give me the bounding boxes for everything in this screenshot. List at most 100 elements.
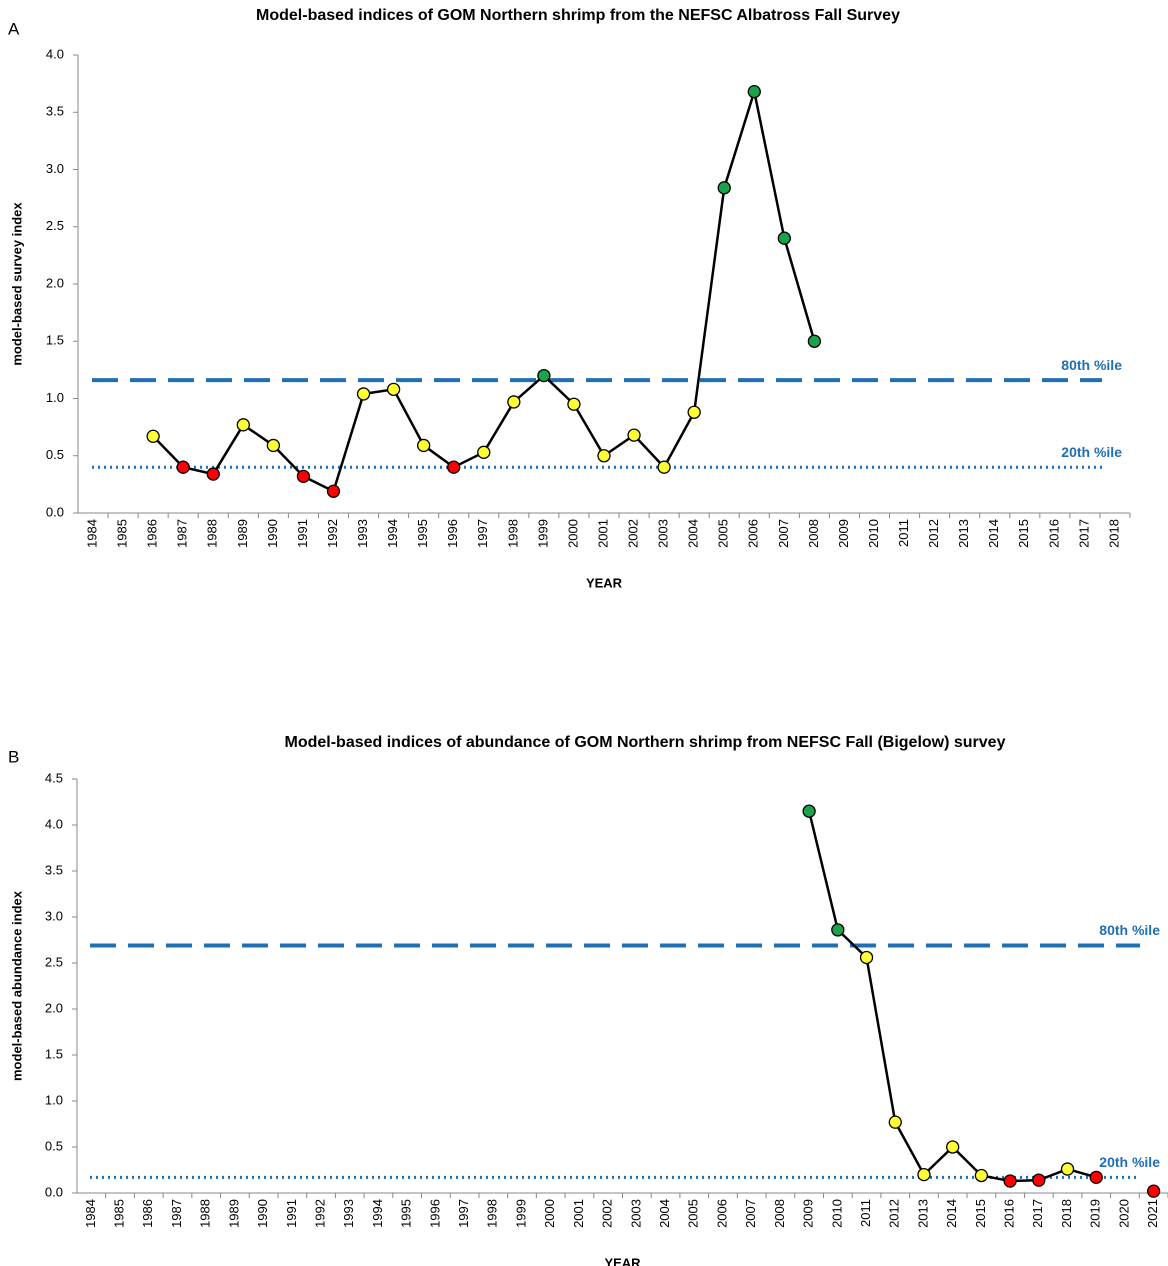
y-tick-label: 0.5 — [45, 1138, 63, 1153]
x-tick-label: 1994 — [370, 1199, 385, 1228]
x-tick-label: 1999 — [513, 1199, 528, 1228]
data-point — [657, 460, 671, 474]
reference-label: 20th %ile — [1061, 444, 1122, 460]
x-tick-label: 2012 — [887, 1199, 902, 1228]
x-tick-label: 1997 — [475, 519, 490, 548]
x-tick-label: 1990 — [255, 1199, 270, 1228]
data-point — [807, 334, 822, 348]
x-tick-label: 1996 — [427, 1199, 442, 1228]
x-tick-label: 2014 — [986, 519, 1001, 548]
x-tick-label: 2007 — [776, 519, 791, 548]
x-tick-label: 2012 — [926, 519, 941, 548]
data-point — [1089, 1170, 1103, 1185]
x-tick-label: 1987 — [169, 1199, 184, 1228]
data-point — [777, 231, 791, 245]
data-point — [447, 460, 461, 474]
data-point — [1060, 1162, 1075, 1176]
y-tick-label: 2.5 — [45, 954, 63, 969]
series-line — [807, 810, 1097, 1183]
x-tick-label: 2015 — [1016, 519, 1031, 548]
x-tick-label: 1989 — [235, 519, 250, 548]
x-tick-label: 1986 — [145, 519, 160, 548]
data-point — [567, 397, 581, 411]
x-tick-label: 1994 — [385, 519, 400, 548]
y-axis-label: model-based survey index — [9, 202, 24, 366]
panel-label: A — [8, 19, 20, 38]
data-point — [747, 84, 761, 99]
y-tick-label: 1.5 — [45, 1046, 63, 1061]
y-tick-label: 2.5 — [46, 218, 64, 233]
x-tick-label: 1997 — [456, 1199, 471, 1228]
data-point — [176, 460, 190, 474]
x-tick-label: 2009 — [836, 519, 851, 548]
x-tick-label: 1991 — [284, 1199, 299, 1228]
data-point — [356, 387, 371, 401]
x-tick-label: 2020 — [1116, 1199, 1131, 1228]
data-point — [1146, 1184, 1161, 1198]
x-tick-label: 1986 — [140, 1199, 155, 1228]
data-point — [974, 1168, 989, 1183]
x-tick-label: 1999 — [535, 519, 550, 548]
x-tick-label: 2006 — [714, 1199, 729, 1228]
data-point — [597, 449, 611, 463]
x-tick-label: 2011 — [896, 519, 911, 547]
data-point — [206, 467, 220, 481]
data-point — [1032, 1173, 1046, 1187]
data-point — [386, 382, 401, 396]
data-point — [717, 181, 731, 195]
x-tick-label: 2005 — [686, 1199, 701, 1228]
x-tick-label: 1987 — [175, 519, 190, 548]
x-tick-label: 2009 — [801, 1199, 816, 1228]
y-tick-label: 2.0 — [46, 275, 64, 290]
x-tick-label: 2017 — [1030, 1199, 1045, 1228]
x-tick-label: 1992 — [325, 519, 340, 548]
x-tick-label: 2004 — [657, 1199, 672, 1228]
chart-title: Model-based indices of abundance of GOM … — [285, 734, 1006, 751]
data-point — [917, 1167, 931, 1182]
y-axis-label: model-based abundance index — [9, 890, 24, 1081]
x-tick-label: 2003 — [628, 1199, 643, 1228]
data-point — [537, 368, 551, 383]
y-tick-label: 1.0 — [45, 1092, 63, 1107]
y-tick-label: 1.0 — [46, 390, 64, 405]
y-tick-label: 3.5 — [45, 862, 63, 877]
data-point — [236, 418, 250, 432]
data-point — [888, 1115, 902, 1129]
x-tick-label: 1985 — [112, 1199, 127, 1228]
x-tick-label: 2001 — [595, 519, 610, 548]
chart-title: Model-based indices of GOM Northern shri… — [256, 7, 900, 24]
x-tick-label: 2001 — [571, 1199, 586, 1228]
y-tick-label: 3.0 — [45, 908, 63, 923]
x-tick-label: 2003 — [656, 519, 671, 548]
x-tick-label: 2002 — [600, 1199, 615, 1228]
x-tick-label: 2013 — [956, 519, 971, 548]
y-tick-label: 0.5 — [46, 447, 64, 462]
x-tick-label: 2016 — [1002, 1199, 1017, 1228]
x-tick-label: 2010 — [829, 1199, 844, 1228]
x-tick-label: 1993 — [355, 519, 370, 548]
data-point — [477, 445, 491, 459]
y-tick-label: 4.0 — [45, 816, 63, 831]
x-tick-label: 1998 — [485, 1199, 500, 1228]
y-tick-label: 4.5 — [45, 770, 63, 785]
x-tick-label: 2004 — [686, 519, 701, 548]
reference-label: 80th %ile — [1099, 922, 1160, 938]
x-tick-label: 2021 — [1145, 1199, 1160, 1228]
x-tick-label: 2008 — [806, 519, 821, 548]
reference-label: 20th %ile — [1099, 1154, 1160, 1170]
x-tick-label: 1988 — [198, 1199, 213, 1228]
data-point — [627, 428, 641, 442]
x-tick-label: 1995 — [415, 519, 430, 548]
data-point — [831, 923, 845, 937]
x-tick-label: 2016 — [1046, 519, 1061, 548]
x-tick-label: 2018 — [1059, 1199, 1074, 1228]
x-tick-label: 1985 — [115, 519, 130, 548]
x-tick-label: 2006 — [746, 519, 761, 548]
reference-label: 80th %ile — [1061, 357, 1122, 373]
y-tick-label: 4.0 — [46, 46, 64, 61]
x-tick-label: 2008 — [772, 1199, 787, 1228]
y-tick-label: 2.0 — [45, 1000, 63, 1015]
x-tick-label: 2011 — [858, 1199, 873, 1227]
x-tick-label: 1984 — [83, 1199, 98, 1228]
